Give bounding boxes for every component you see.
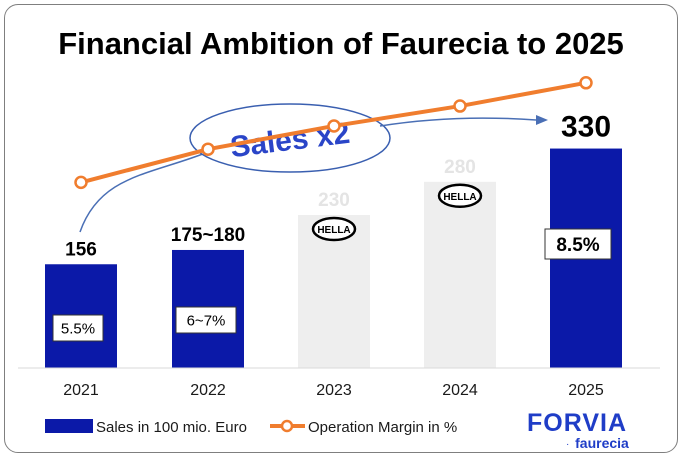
chart-title: Financial Ambition of Faurecia to 2025 xyxy=(58,26,624,61)
margin-label-box xyxy=(175,306,237,334)
forvia-logo-text: FORVIA xyxy=(527,409,627,437)
hella-logo: HELLA xyxy=(311,216,357,242)
margin-line-layer xyxy=(74,76,593,190)
bars-layer xyxy=(45,148,622,368)
legend-label-margin: Operation Margin in % xyxy=(308,419,457,436)
callout-arrowhead xyxy=(536,115,548,125)
x-tick-label-2024: 2024 xyxy=(442,382,478,399)
forvia-logo: FORVIA faurecia · xyxy=(527,409,629,451)
hella-logo-ellipse xyxy=(311,216,357,242)
x-tick-label-2022: 2022 xyxy=(190,382,226,399)
legend-label-sales: Sales in 100 mio. Euro xyxy=(96,419,247,436)
margin-point-2025 xyxy=(579,76,593,90)
margin-point-2023 xyxy=(327,119,341,133)
margin-value-label-2022: 6~7% xyxy=(175,306,237,334)
sales-value-label-2022: 175~180 xyxy=(171,225,246,246)
margin-value-label-2021: 5.5% xyxy=(52,314,104,342)
sales-value-label-2021: 156 xyxy=(65,239,97,260)
faurecia-logo-dot: · xyxy=(566,439,569,450)
margin-label-box xyxy=(52,314,104,342)
margin-point-2024 xyxy=(453,99,467,113)
legend-swatch-sales xyxy=(45,419,93,433)
bar-labels-layer: 156 175~180 230 280 330 xyxy=(65,111,611,261)
x-tick-label-2021: 2021 xyxy=(63,382,99,399)
hella-logo-ellipse xyxy=(437,183,483,209)
margin-label-text: 8.5% xyxy=(556,235,599,256)
hella-logo: HELLA xyxy=(437,183,483,209)
margin-label-text: 6~7% xyxy=(187,312,226,329)
margin-label-text: 5.5% xyxy=(61,320,95,337)
margin-labels-layer: 5.5% 6~7% 8.5% xyxy=(52,228,612,342)
margin-point-2022 xyxy=(201,142,215,156)
hella-badges-layer: HELLA HELLA xyxy=(311,183,483,242)
legend-swatch-margin-marker xyxy=(280,419,294,433)
x-tick-labels-layer: 2021 2022 2023 2024 2025 xyxy=(63,382,604,399)
hella-logo-text: HELLA xyxy=(317,225,350,236)
sales-bar-2024 xyxy=(424,181,496,368)
sales-value-label-2025: 330 xyxy=(561,111,611,144)
legend: Sales in 100 mio. Euro Operation Margin … xyxy=(45,419,457,436)
hella-logo-text: HELLA xyxy=(443,192,476,203)
margin-label-box xyxy=(544,228,612,260)
callout-arrow-line xyxy=(379,117,537,127)
sales-value-label-2024: 280 xyxy=(444,157,476,178)
faurecia-logo-text: faurecia xyxy=(575,435,629,451)
margin-value-label-2025: 8.5% xyxy=(544,228,612,260)
margin-point-2021 xyxy=(74,175,88,190)
x-tick-label-2023: 2023 xyxy=(316,382,352,399)
callout-arrow-curve xyxy=(79,151,209,233)
callout-ellipse xyxy=(189,103,391,173)
x-tick-label-2025: 2025 xyxy=(568,382,604,399)
sales-value-label-2023: 230 xyxy=(318,190,350,211)
